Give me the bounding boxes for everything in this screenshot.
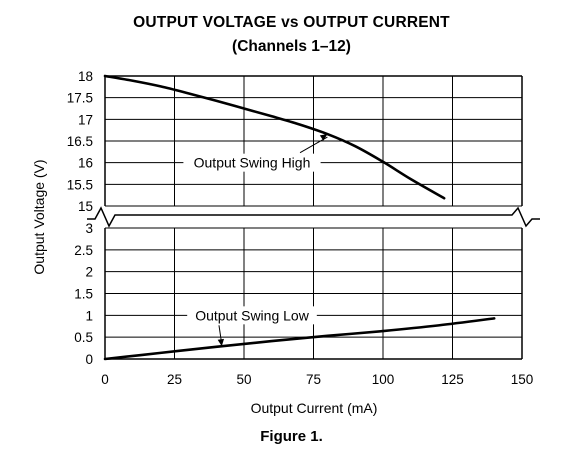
annotation-label-output-swing-low: Output Swing Low: [195, 307, 310, 323]
y-tick-label: 2: [85, 265, 93, 280]
annotations: Output Swing High Output Swing Low: [183, 134, 328, 347]
axis-break-line: [87, 206, 540, 228]
y-axis-label: Output Voltage (V): [31, 159, 47, 274]
y-tick-label: 0.5: [74, 330, 93, 345]
annotation-background: [183, 153, 321, 172]
series-line-output-swing-low: [103, 317, 496, 361]
annotation-background: [187, 306, 317, 325]
x-tick-label: 50: [236, 372, 251, 387]
y-tick-labels: 15 15.5 16 16.5 17 17.5 18 0 0.5 1 1.5 2 2.5 3: [67, 69, 93, 367]
figure-caption: Figure 1.: [260, 428, 323, 445]
annotation-arrowhead: [319, 134, 328, 141]
x-tick-label: 25: [167, 372, 182, 387]
y-tick-label: 3: [85, 221, 93, 236]
y-tick-label: 2.5: [74, 243, 93, 258]
series-lines: [103, 74, 496, 361]
x-axis-label: Output Current (mA): [251, 400, 378, 416]
plot-frame: [87, 75, 540, 360]
series-line-output-swing-high: [103, 74, 446, 200]
y-tick-label: 15.5: [67, 177, 93, 192]
y-tick-label: 0: [85, 352, 93, 367]
y-tick-label: 17: [78, 112, 93, 127]
y-tick-label: 1.5: [74, 287, 93, 302]
x-tick-label: 100: [372, 372, 395, 387]
y-tick-label: 1: [85, 308, 93, 323]
y-tick-label: 15: [78, 199, 93, 214]
y-tick-label: 17.5: [67, 91, 93, 106]
annotation-label-output-swing-high: Output Swing High: [194, 155, 311, 171]
chart-subtitle: (Channels 1–12): [232, 38, 351, 55]
grid: [105, 76, 522, 359]
y-tick-label: 16.5: [67, 134, 93, 149]
chart-title: OUTPUT VOLTAGE vs OUTPUT CURRENT: [133, 14, 450, 31]
annotation-arrowhead: [217, 338, 225, 347]
x-tick-label: 150: [511, 372, 534, 387]
x-tick-label: 0: [101, 372, 109, 387]
x-tick-labels: 0 25 50 75 100 125 150: [101, 372, 533, 387]
x-tick-label: 75: [306, 372, 321, 387]
x-tick-label: 125: [441, 372, 464, 387]
y-tick-label: 16: [78, 156, 93, 171]
y-tick-label: 18: [78, 69, 93, 84]
